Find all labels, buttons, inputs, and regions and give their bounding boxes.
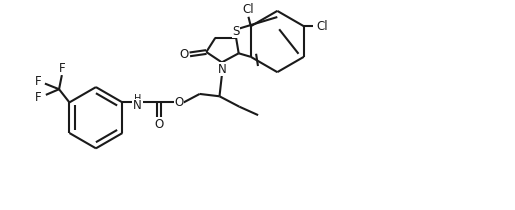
Text: F: F (59, 62, 65, 75)
Text: F: F (35, 91, 42, 104)
Text: N: N (217, 63, 226, 76)
Text: O: O (154, 118, 164, 131)
Text: Cl: Cl (316, 20, 328, 33)
Text: Cl: Cl (243, 3, 254, 16)
Text: S: S (232, 25, 240, 38)
Text: O: O (179, 48, 188, 61)
Text: F: F (35, 75, 42, 88)
Text: H: H (134, 94, 141, 104)
Text: N: N (133, 99, 142, 112)
Text: O: O (175, 96, 183, 109)
